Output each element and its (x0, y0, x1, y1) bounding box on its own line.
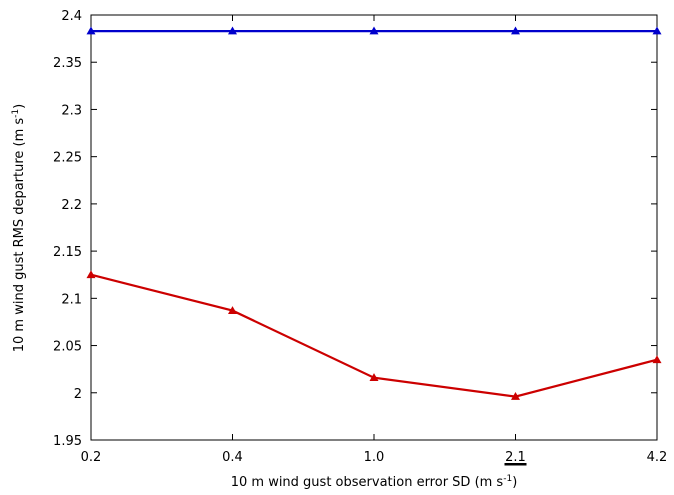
series-2-point (652, 355, 662, 364)
x-axis-title-close: ) (512, 475, 517, 490)
y-tick-label: 2.15 (53, 245, 82, 260)
x-axis-title-main: 10 m wind gust observation error SD (m s (231, 475, 504, 490)
series-1-point (652, 26, 662, 35)
x-tick-label: 0.2 (81, 450, 102, 465)
x-axis-title: 10 m wind gust observation error SD (m s… (231, 474, 518, 490)
series-2-point (86, 270, 96, 279)
y-axis-title: 10 m wind gust RMS departure (m s-1) (11, 104, 27, 353)
y-tick-label: 2.4 (61, 9, 82, 24)
y-axis: 1.95 2 2.05 2.1 2.15 2.2 2.25 2.3 2.35 2.4 (53, 9, 657, 449)
y-tick-label: 2.1 (61, 292, 82, 307)
y-axis-title-close: ) (12, 104, 27, 109)
x-tick-label: 0.4 (222, 450, 243, 465)
series-2-point (369, 373, 379, 382)
y-tick-label: 2.2 (61, 198, 82, 213)
y-tick-label: 1.95 (53, 434, 82, 449)
series-1-point (228, 26, 237, 35)
series-2-point (228, 306, 237, 314)
series-layer (86, 26, 662, 400)
x-tick-label: 2.1 (505, 450, 526, 465)
x-axis-title-superscript: -1 (503, 474, 512, 484)
y-tick-label: 2.25 (53, 151, 82, 166)
y-tick-label: 2.35 (53, 56, 82, 71)
x-tick-label: 4.2 (647, 450, 668, 465)
x-tick-label: 1.0 (364, 450, 385, 465)
series-1-point (511, 26, 520, 35)
y-tick-label: 2.3 (61, 103, 82, 118)
series-1-point (369, 26, 379, 35)
y-axis-title-superscript: -1 (11, 109, 21, 118)
x-tick-label-underline (504, 463, 527, 466)
y-tick-label: 2.05 (53, 340, 82, 355)
x-axis: 0.2 0.4 1.0 2.1 4.2 (81, 15, 668, 466)
y-axis-title-main: 10 m wind gust RMS departure (m s (12, 118, 27, 353)
series-2-point (511, 392, 520, 400)
series-1-point (86, 26, 96, 35)
y-tick-label: 2 (74, 387, 82, 402)
